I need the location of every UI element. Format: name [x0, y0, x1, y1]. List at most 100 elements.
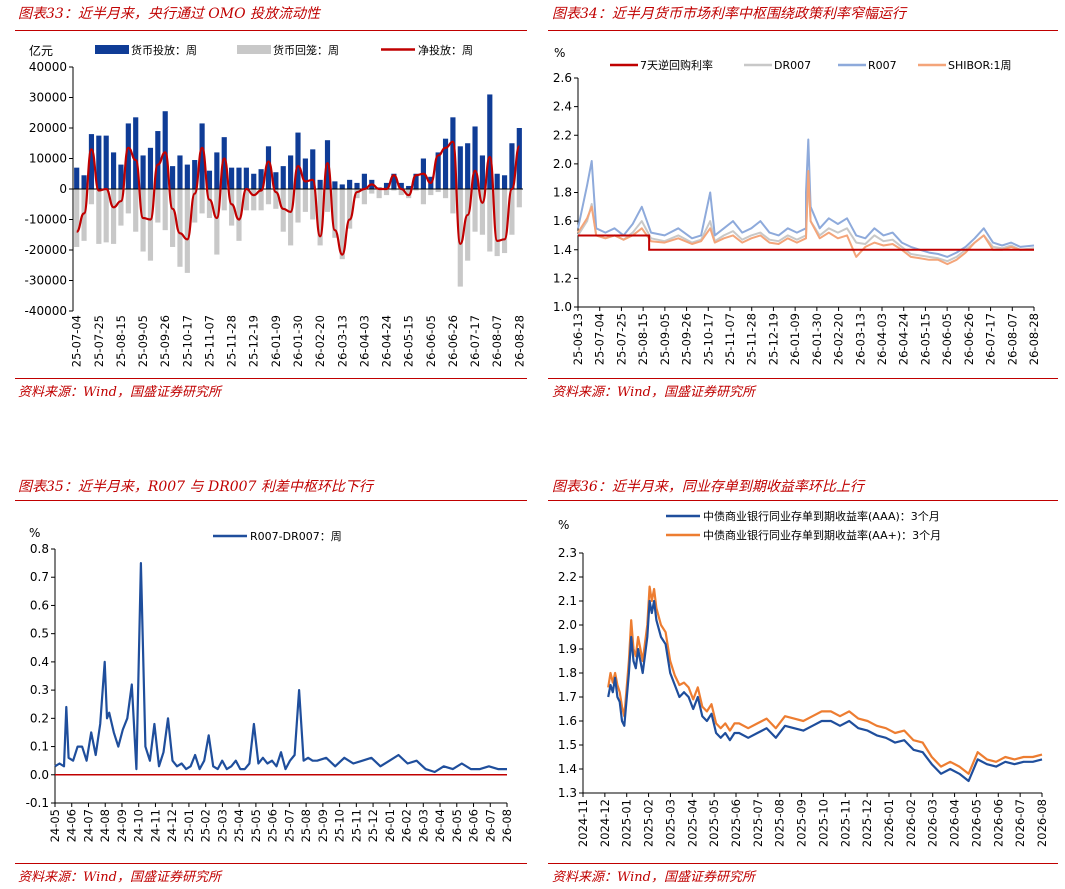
c36-xtick-label: 2024-11: [576, 799, 590, 847]
chart34-bottom-rule: [548, 378, 1058, 379]
chart36-ncd: %2.32.22.12.01.91.81.71.61.51.41.32024-1…: [558, 509, 1049, 847]
c36-xtick-label: 2025-02: [642, 799, 656, 847]
c36-xtick-label: 2025-01: [620, 799, 634, 847]
c35-xtick-label: 25-12: [366, 809, 380, 842]
c33-bar-withdrawal: [288, 189, 294, 246]
c36-xtick-label: 2026-06: [991, 799, 1005, 847]
c33-bar-withdrawal: [472, 189, 478, 232]
chart34-title: 图表34：近半月货币市场利率中枢围绕政策利率窄幅运行: [552, 6, 906, 22]
c33-bar-withdrawal: [398, 189, 404, 196]
c33-bar-withdrawal: [162, 189, 168, 231]
c34-xtick-label: 26-02-20: [832, 313, 846, 365]
c33-xtick-label: 26-03-13: [335, 315, 349, 367]
c35-xtick-label: 25-06: [266, 809, 280, 842]
chart36-title: 图表36：近半月来，同业存单到期收益率环比上行: [552, 479, 864, 495]
c33-bar-withdrawal: [206, 189, 213, 218]
c33-xtick-label: 25-07-25: [92, 315, 106, 367]
c36-ytick-label: 2.1: [558, 594, 577, 608]
c33-bar-injection: [170, 166, 176, 189]
c33-bar-injection: [243, 167, 249, 189]
c34-xtick-label: 25-08-15: [636, 313, 650, 365]
c36-ytick-label: 2.0: [558, 618, 577, 632]
c35-xtick-label: 24-05: [48, 809, 62, 842]
c33-bar-injection: [509, 143, 515, 189]
c33-bar-injection: [398, 182, 404, 189]
c34-ylabel: %: [554, 46, 565, 60]
chart34-rule: [548, 30, 1058, 31]
c33-bar-injection: [103, 135, 109, 189]
c34-xtick-label: 26-04-03: [875, 313, 889, 365]
c34-legend-label: R007: [868, 59, 897, 72]
c33-bar-injection: [221, 137, 227, 189]
c33-xtick-label: 25-11-28: [225, 315, 239, 367]
c33-bar-injection: [501, 175, 508, 189]
c33-bar-injection: [310, 149, 316, 189]
c33-bar-injection: [487, 94, 493, 189]
c33-bar-injection: [317, 179, 323, 189]
c36-xtick-label: 2026-05: [969, 799, 983, 847]
c33-ytick-label: 10000: [29, 152, 67, 166]
c33-bar-injection: [442, 138, 449, 189]
c33-xtick-label: 25-08-15: [114, 315, 128, 367]
c33-ytick-label: 30000: [29, 91, 67, 105]
c33-bar-withdrawal: [406, 189, 412, 199]
c33-xtick-label: 25-09-26: [158, 315, 172, 367]
chart34-source: 资料来源：Wind，国盛证券研究所: [552, 385, 755, 400]
c33-bar-withdrawal: [280, 189, 286, 232]
c36-xtick-label: 2026-03: [926, 799, 940, 847]
c33-bar-injection: [110, 152, 117, 189]
c33-bar-injection: [494, 173, 500, 189]
c33-legend-injection: 货币投放：周: [131, 43, 197, 57]
c36-ylabel: %: [558, 518, 569, 532]
c35-xtick-label: 26-07: [483, 809, 497, 842]
c33-bar-injection: [88, 134, 95, 189]
c34-ytick-label: 1.0: [553, 300, 572, 314]
c34-xtick-label: 25-12-19: [766, 313, 780, 365]
c33-bar-injection: [214, 152, 220, 189]
c33-bar-injection: [125, 123, 131, 189]
c33-xtick-label: 26-06-05: [424, 315, 438, 367]
c33-ytick-label: -10000: [24, 213, 67, 227]
c35-ylabel: %: [29, 526, 40, 540]
c33-bar-withdrawal: [74, 189, 80, 247]
c33-bar-injection: [118, 164, 124, 189]
chart35-rule: [15, 500, 527, 501]
c36-xtick-label: 2025-10: [816, 799, 830, 847]
c33-bar-injection: [450, 117, 456, 189]
c35-ytick-label: 0.0: [30, 768, 49, 782]
c33-xtick-label: 26-06-26: [446, 315, 460, 367]
c34-xtick-label: 25-09-26: [680, 313, 694, 365]
c33-bar-injection: [516, 128, 522, 189]
c33-bar-injection: [465, 143, 471, 189]
c33-bar-withdrawal: [184, 189, 190, 273]
c34-line-policy-rate: [578, 234, 1034, 251]
c33-legend-withdrawal: 货币回笼：周: [273, 43, 339, 57]
c33-bar-injection: [199, 123, 205, 189]
c33-bar-withdrawal: [317, 189, 323, 246]
c33-xtick-label: 25-07-04: [70, 315, 84, 367]
c33-bar-withdrawal: [133, 189, 139, 232]
c33-bar-withdrawal: [177, 189, 183, 267]
c36-xtick-label: 2025-05: [707, 799, 721, 847]
c33-bar-withdrawal: [88, 189, 95, 205]
c36-xtick-label: 2026-04: [948, 799, 962, 847]
c33-bar-withdrawal: [457, 189, 463, 287]
c35-ytick-label: 0.4: [30, 655, 49, 669]
c33-ylabel: 亿元: [29, 43, 53, 58]
c33-xtick-label: 25-12-19: [247, 315, 261, 367]
c35-xtick-label: 24-12: [165, 809, 179, 842]
c33-bar-withdrawal: [501, 189, 508, 254]
c33-bar-withdrawal: [170, 189, 176, 247]
c35-xtick-label: 26-05: [450, 809, 464, 842]
c33-bar-injection: [406, 185, 412, 189]
c36-xtick-label: 2026-08: [1035, 799, 1049, 847]
c34-ytick-label: 1.4: [553, 243, 572, 257]
c33-xtick-label: 25-10-17: [180, 315, 194, 367]
c33-bar-injection: [324, 140, 331, 189]
c33-bar-withdrawal: [214, 189, 220, 255]
c36-xtick-label: 2024-12: [598, 799, 612, 847]
c33-bar-injection: [265, 146, 272, 189]
c35-ytick-label: 0.7: [30, 570, 49, 584]
chart33-bottom-rule: [15, 378, 527, 379]
c33-bar-injection: [288, 155, 294, 189]
